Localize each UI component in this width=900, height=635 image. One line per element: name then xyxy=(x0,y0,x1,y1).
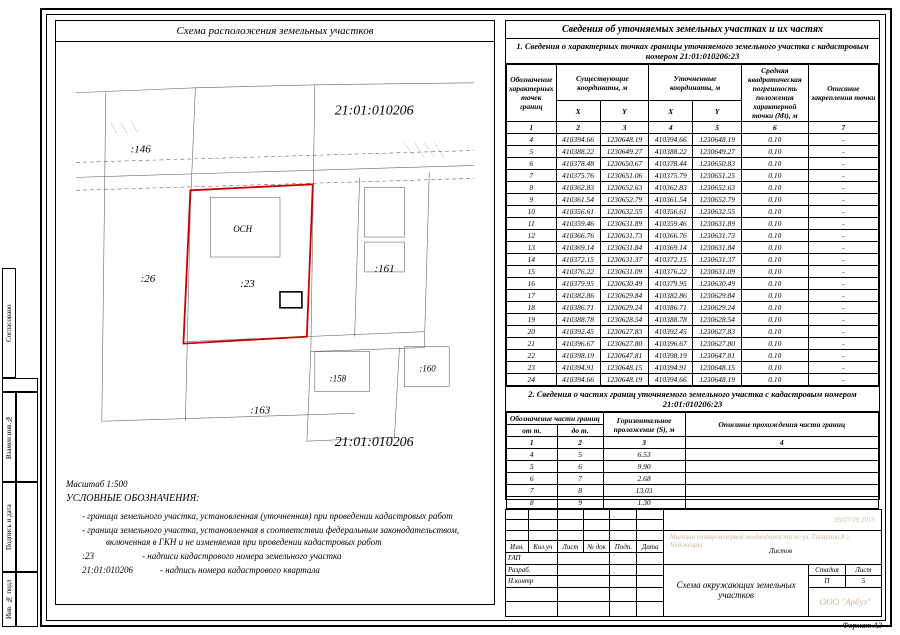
table-row: 456.53 xyxy=(507,449,879,461)
legend-item: :23- надписи кадастрового номера земельн… xyxy=(106,550,484,562)
th: Уточненные координаты, м xyxy=(649,65,742,101)
svg-text::160: :160 xyxy=(419,363,436,373)
map-panel: Схема расположения земельных участков xyxy=(55,20,495,605)
table-row: 15410376.221230631.09410376.221230631.09… xyxy=(507,266,879,278)
table-row: 14410372.151230631.37410372.151230631.37… xyxy=(507,254,879,266)
section2-title: 2. Сведения о частях границ уточняемого … xyxy=(506,386,879,412)
table-row: 20410392.451230627.83410392.451230627.83… xyxy=(507,326,879,338)
legend-title: УСЛОВНЫЕ ОБОЗНАЧЕНИЯ: xyxy=(66,492,484,506)
data-panel: Сведения об уточняемых земельных участка… xyxy=(505,20,880,500)
svg-text::163: :163 xyxy=(250,404,271,416)
th: Обозначение характерных точек границ xyxy=(507,65,557,122)
legend-item: - граница земельного участка, установлен… xyxy=(106,510,484,522)
table-row: 5410388.221230649.27410388.221230649.270… xyxy=(507,146,879,158)
quarter-label-top: 21:01:010206 xyxy=(335,104,414,119)
main-parcel-boundary xyxy=(183,184,312,343)
coord-table: Обозначение характерных точек границ Сущ… xyxy=(506,64,879,386)
table-row: 19410388.781230628.54410388.781230628.54… xyxy=(507,314,879,326)
table-row: 672.68 xyxy=(507,473,879,485)
section1-title: 1. Сведения о характерных точках границы… xyxy=(506,39,879,64)
table-row: 7813.03 xyxy=(507,485,879,497)
format-label: Формат А3 xyxy=(842,621,882,630)
th: Средняя квадратическая погрешность полож… xyxy=(741,65,808,122)
table-row: 16410379.951230630.49410379.951230630.49… xyxy=(507,278,879,290)
table-row: 9410361.541230652.79410361.541230652.790… xyxy=(507,194,879,206)
th: Описание закрепления точки xyxy=(808,65,878,122)
table-row: 7410375.761230651.06410375.791230651.250… xyxy=(507,170,879,182)
legend-item: 21:01:010206- надпись номера кадастровог… xyxy=(106,564,484,576)
table-row: 17410382.861230629.84410382.861230629.84… xyxy=(507,290,879,302)
stamp-org: ООО "Арбуз" xyxy=(809,587,882,616)
table-row: 21410396.671230627.80410396.671230627.80… xyxy=(507,338,879,350)
drawing-sheet: Согласовано Взамен инв.№ Подпись и дата … xyxy=(0,0,900,635)
table-row: 891.30 xyxy=(507,497,879,509)
data-title: Сведения об уточняемых земельных участка… xyxy=(506,21,879,39)
legend-item: - граница земельного участка, установлен… xyxy=(106,524,484,548)
binding-margin: Согласовано Взамен инв.№ Подпись и дата … xyxy=(2,8,38,627)
side-label: Подпись и дата xyxy=(2,482,16,572)
table-row: 23410394.911230648.15410394.911230648.15… xyxy=(507,362,879,374)
side-label: Инв. № подл xyxy=(2,572,16,627)
stamp-title: Схема окружающих земельных участков xyxy=(663,564,808,616)
site-map: 21:01:010206 :146 :26 :23 :161 :158 :160… xyxy=(56,42,494,472)
legend: Масштаб 1:500 УСЛОВНЫЕ ОБОЗНАЧЕНИЯ: - гр… xyxy=(56,472,494,584)
th: Существующие координаты, м xyxy=(556,65,649,101)
svg-text::158: :158 xyxy=(330,373,347,383)
table-row: 22410398.191230647.81410398.191230647.81… xyxy=(507,350,879,362)
table-row: 4410394.661230648.19410394.661230648.190… xyxy=(507,134,879,146)
table-row: 18410386.711230629.24410386.711230629.24… xyxy=(507,302,879,314)
table-row: 12410366.761230631.73410366.761230631.73… xyxy=(507,230,879,242)
table-row: 13410369.141230631.84410369.141230631.84… xyxy=(507,242,879,254)
table-row: 569.90 xyxy=(507,461,879,473)
map-title: Схема расположения земельных участков xyxy=(56,21,494,42)
table-row: 8410362.831230652.63410362.831230652.630… xyxy=(507,182,879,194)
scale-text: Масштаб 1:500 xyxy=(66,478,484,490)
table-row: 11410359.461230631.89410359.461230631.89… xyxy=(507,218,879,230)
table-row: 6410378.481230650.67410378.441230650.830… xyxy=(507,158,879,170)
side-label: Взамен инв.№ xyxy=(2,392,16,482)
stamp-date: 05/07/19 2015 xyxy=(663,510,881,531)
svg-text::26: :26 xyxy=(141,273,156,285)
svg-text::23: :23 xyxy=(240,278,255,290)
table-row: 10410356.611230632.55410356.611230632.55… xyxy=(507,206,879,218)
title-block: 05/07/19 2015 Магазин товаров первой нео… xyxy=(505,509,882,617)
svg-text::146: :146 xyxy=(131,143,152,155)
table-row: 24410394.661230648.19410394.661230648.19… xyxy=(507,374,879,386)
parts-table: Обозначение части границ Горизонтальное … xyxy=(506,412,879,509)
side-label: Согласовано xyxy=(2,268,16,378)
svg-text::161: :161 xyxy=(375,263,395,275)
svg-text:ОСН: ОСН xyxy=(233,224,252,234)
svg-text:21:01:010206: 21:01:010206 xyxy=(335,435,414,450)
